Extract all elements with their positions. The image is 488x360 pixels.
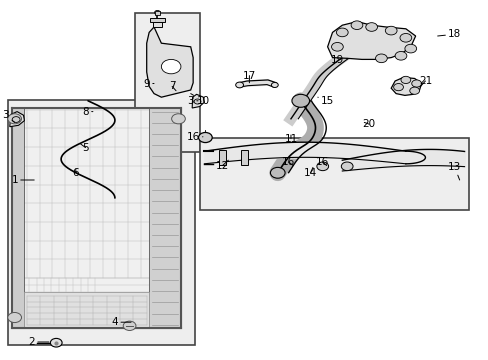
Text: 9: 9 [143, 78, 154, 89]
Circle shape [350, 21, 362, 30]
Text: 8: 8 [82, 107, 93, 117]
Circle shape [271, 82, 278, 87]
Text: 20: 20 [362, 119, 375, 129]
Circle shape [8, 114, 21, 124]
Polygon shape [146, 27, 193, 97]
Bar [149, 108, 181, 328]
Circle shape [291, 94, 309, 107]
Text: 16: 16 [281, 157, 295, 167]
Text: 10: 10 [190, 94, 209, 106]
Circle shape [123, 321, 136, 330]
Text: 12: 12 [215, 160, 229, 171]
Circle shape [411, 80, 421, 87]
Polygon shape [240, 150, 248, 165]
Bar [8, 100, 195, 345]
Circle shape [375, 54, 386, 63]
Circle shape [336, 28, 347, 37]
Circle shape [394, 51, 406, 60]
Circle shape [270, 167, 285, 178]
Circle shape [399, 33, 411, 42]
Text: 1: 1 [11, 175, 34, 185]
Text: 15: 15 [317, 96, 334, 106]
Text: 3: 3 [187, 96, 198, 106]
Text: 4: 4 [111, 317, 131, 327]
Text: 2: 2 [28, 337, 49, 347]
Bar [135, 13, 199, 152]
Polygon shape [150, 18, 164, 22]
Text: 16: 16 [186, 132, 203, 142]
Circle shape [154, 10, 160, 15]
Circle shape [198, 132, 212, 143]
Text: 3: 3 [2, 110, 15, 122]
Circle shape [12, 117, 20, 122]
Circle shape [385, 26, 396, 35]
Polygon shape [152, 22, 162, 27]
Circle shape [400, 76, 410, 84]
Circle shape [194, 99, 201, 104]
Circle shape [409, 87, 419, 94]
Text: 21: 21 [418, 76, 431, 86]
Polygon shape [10, 112, 24, 127]
Circle shape [393, 84, 403, 91]
Polygon shape [218, 150, 226, 165]
Text: 6: 6 [72, 168, 79, 178]
Circle shape [235, 82, 243, 88]
Polygon shape [192, 94, 204, 108]
Circle shape [404, 44, 416, 53]
Bar [200, 138, 468, 210]
Circle shape [8, 312, 21, 323]
Bar [155, 11, 160, 15]
Text: 11: 11 [284, 134, 297, 144]
Text: 5: 5 [81, 143, 89, 153]
Circle shape [50, 338, 62, 347]
Text: 16: 16 [315, 157, 329, 167]
Circle shape [365, 23, 377, 31]
Circle shape [331, 42, 343, 51]
Text: 7: 7 [168, 81, 176, 91]
Text: 13: 13 [447, 162, 461, 180]
Text: 19: 19 [330, 55, 346, 66]
Text: 14: 14 [303, 167, 317, 178]
Circle shape [171, 114, 185, 124]
Polygon shape [390, 77, 421, 95]
Circle shape [316, 162, 328, 171]
Text: 17: 17 [242, 71, 256, 83]
Bar [24, 292, 149, 328]
Bar [12, 108, 24, 328]
Circle shape [161, 59, 181, 74]
Circle shape [341, 162, 352, 171]
Text: 18: 18 [437, 29, 461, 39]
Bar [12, 108, 181, 328]
Polygon shape [327, 22, 415, 59]
